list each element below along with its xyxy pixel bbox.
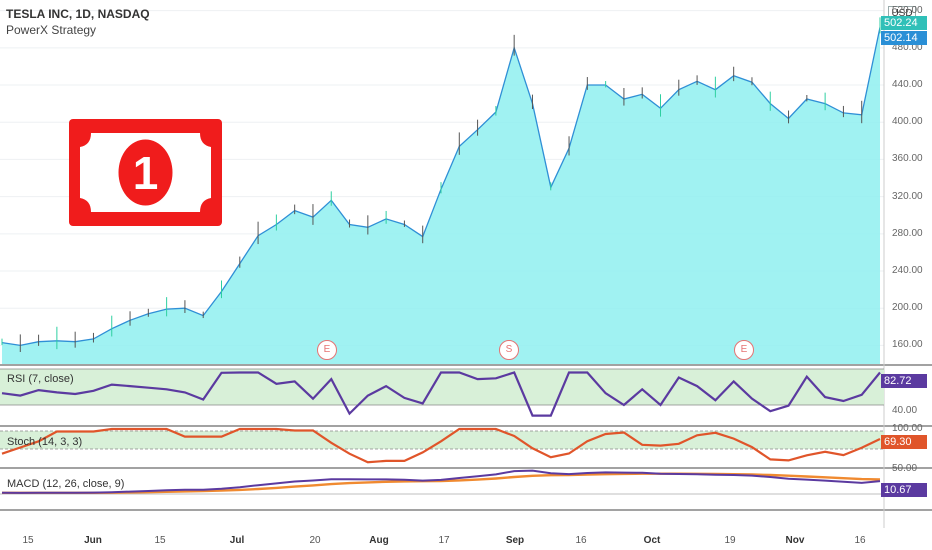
- macd-tick: 50.00: [892, 463, 918, 474]
- macd-signal-line: [2, 472, 881, 494]
- rsi-tick: 40.00: [892, 405, 918, 416]
- price-tick: 480.00: [892, 41, 923, 53]
- event-marker[interactable]: S: [499, 340, 519, 360]
- time-tick: Sep: [505, 535, 525, 546]
- event-marker[interactable]: E: [734, 340, 754, 360]
- price-tick: 200.00: [892, 302, 923, 314]
- time-tick: 17: [438, 535, 450, 546]
- logo-number: 1: [133, 147, 159, 199]
- symbol-title[interactable]: TESLA INC, 1D, NASDAQ: [6, 7, 150, 21]
- rsi-label[interactable]: RSI (7, close): [7, 373, 74, 385]
- time-tick: Aug: [369, 535, 389, 546]
- event-marker[interactable]: E: [317, 340, 337, 360]
- dollar-bill-logo: 1: [69, 119, 222, 226]
- time-tick: 16: [575, 535, 587, 546]
- stoch-value-badge: 69.30: [881, 435, 927, 449]
- price-tick: 520.00: [892, 4, 923, 16]
- time-tick: 15: [154, 535, 166, 546]
- candle-wicks: [1, 17, 881, 353]
- macd-value-badge: 10.67: [881, 483, 927, 497]
- time-tick: 15: [22, 535, 34, 546]
- macd-line: [1, 469, 881, 494]
- time-tick: Jul: [229, 535, 245, 546]
- macd-label[interactable]: MACD (12, 26, close, 9): [7, 478, 125, 490]
- time-tick: 20: [309, 535, 321, 546]
- time-tick: 19: [724, 535, 736, 546]
- price-tick: 360.00: [892, 153, 923, 165]
- price-tick: 400.00: [892, 116, 923, 128]
- stoch-line: [1, 427, 881, 464]
- time-tick: 16: [854, 535, 866, 546]
- rsi-line: [1, 371, 881, 417]
- price-tick: 320.00: [892, 190, 923, 202]
- price-tick: 440.00: [892, 79, 923, 91]
- price-tick: 160.00: [892, 339, 923, 351]
- time-tick: Nov: [785, 535, 805, 546]
- stoch-tick: 100.00: [892, 423, 923, 434]
- price-tick: 280.00: [892, 227, 923, 239]
- rsi-value-badge: 82.72: [881, 374, 927, 388]
- time-tick: Jun: [84, 535, 102, 546]
- time-tick: Oct: [643, 535, 661, 546]
- stoch-label[interactable]: Stoch (14, 3, 3): [7, 436, 83, 448]
- strategy-name[interactable]: PowerX Strategy: [6, 23, 97, 37]
- last-price-badge-hidden: 502.24: [881, 16, 927, 30]
- price-tick: 240.00: [892, 265, 923, 276]
- last-price-badge: 502.14: [881, 31, 927, 45]
